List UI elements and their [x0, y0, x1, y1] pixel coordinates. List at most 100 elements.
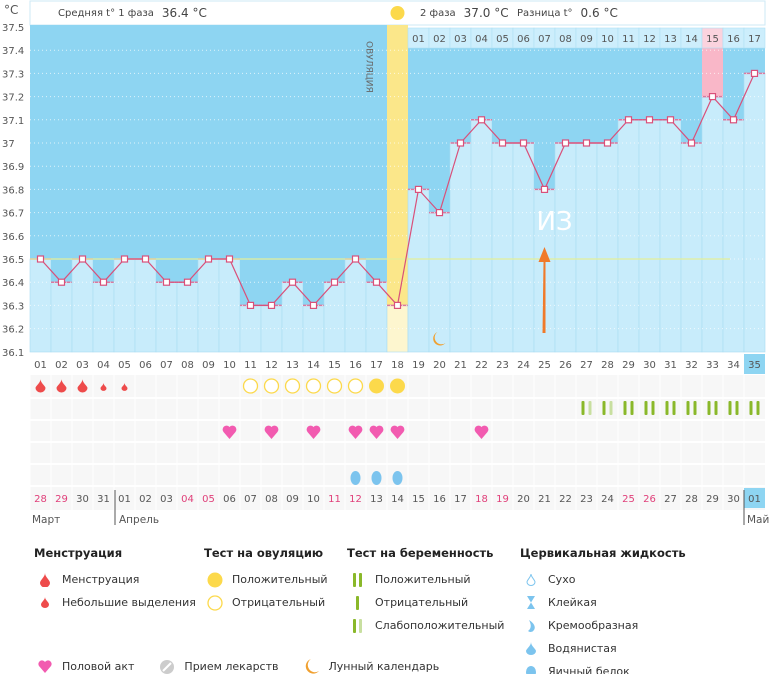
y-tick-label: 36.7	[2, 209, 24, 220]
positive-pregnancy-test-icon	[623, 401, 627, 415]
y-tick-label: 36.3	[2, 301, 24, 312]
y-tick-label: 37	[2, 139, 15, 150]
column-upper	[177, 25, 198, 283]
positive-pregnancy-test-icon	[693, 401, 697, 415]
cycle-day-label: 32	[685, 360, 698, 371]
column-upper	[303, 25, 324, 306]
blood-drop-icon	[34, 572, 56, 587]
column-upper	[408, 48, 429, 190]
temperature-point	[582, 139, 591, 147]
legend-item: Прием лекарств	[184, 660, 279, 673]
calendar-date-label: 29	[706, 494, 719, 505]
legend-item: Небольшие выделения	[62, 596, 196, 609]
column-upper	[72, 25, 93, 259]
cycle-day-label: 22	[475, 360, 488, 371]
calendar-date-label: 25	[622, 494, 635, 505]
blood-drop-icon	[77, 379, 88, 393]
column-upper	[114, 25, 135, 259]
calendar-date-label: 28	[685, 494, 698, 505]
positive-pregnancy-test-icon	[686, 401, 690, 415]
temperature-point	[57, 278, 66, 286]
positive-pregnancy-test-icon	[749, 401, 753, 415]
blood-drop-icon	[35, 379, 46, 393]
column-upper	[30, 25, 51, 259]
calendar-date-label: 10	[307, 494, 320, 505]
heart-icon	[34, 660, 56, 673]
calendar-date-label: 14	[391, 494, 404, 505]
column-upper	[492, 48, 513, 143]
column-upper	[723, 48, 744, 120]
temperature-bar	[50, 281, 73, 353]
calendar-date-label: 11	[328, 494, 341, 505]
cycle-day-label: 03	[76, 360, 89, 371]
calendar-date-label: 24	[601, 494, 614, 505]
cycle-day-label: 14	[307, 360, 320, 371]
positive-pregnancy-test-icon	[651, 401, 655, 415]
legend-item: Лунный календарь	[328, 660, 440, 673]
moon-icon	[301, 659, 323, 674]
calendar-date-label: 23	[580, 494, 593, 505]
column-upper	[660, 48, 681, 120]
calendar-date-label: 29	[55, 494, 68, 505]
temperature-bar	[512, 142, 535, 353]
temperature-bar	[113, 258, 136, 353]
ovulation-label: ОВУЛЯЦИЯ	[364, 41, 374, 93]
phase2-day-label: 06	[517, 34, 530, 45]
temperature-point	[645, 116, 654, 124]
temperature-point	[729, 116, 738, 124]
diff-value: 0.6 °C	[580, 6, 618, 20]
phase2-day-label: 07	[538, 34, 551, 45]
phase1-label: Средняя t° 1 фаза	[58, 7, 154, 19]
phase2-day-label: 05	[496, 34, 509, 45]
legend-pregnancy-test: Тест на беременность Положительный Отриц…	[347, 546, 504, 637]
phase2-day-label: 12	[643, 34, 656, 45]
temperature-point	[477, 116, 486, 124]
temperature-point	[267, 301, 276, 309]
temperature-bar	[554, 142, 577, 353]
legend-ovulation-test: Тест на овуляцию Положительный Отрицател…	[204, 546, 328, 614]
cycle-day-label: 04	[97, 360, 110, 371]
cycle-day-label: 18	[391, 360, 404, 371]
legend-cervical-fluid: Цервикальная жидкость Сухо Клейкая Кремо…	[520, 546, 686, 674]
temperature-bar	[701, 96, 724, 353]
calendar-date-label: 22	[559, 494, 572, 505]
positive-pregnancy-test-icon	[707, 401, 711, 415]
calendar-date-label: 15	[412, 494, 425, 505]
y-tick-label: 37.4	[2, 46, 24, 57]
column-upper	[681, 48, 702, 143]
cycle-day-label: 27	[580, 360, 593, 371]
temperature-point	[225, 255, 234, 263]
column-upper	[156, 25, 177, 283]
column-upper	[744, 48, 765, 74]
temperature-point	[456, 139, 465, 147]
annotation-arrow	[538, 247, 551, 333]
phase2-day-label: 04	[475, 34, 488, 45]
y-tick-label: 36.1	[2, 348, 24, 359]
column-upper	[618, 48, 639, 120]
weak-positive-test-icon	[602, 401, 606, 415]
phase2-day-label: 09	[580, 34, 593, 45]
temperature-point	[750, 69, 759, 78]
negative-ovulation-test-icon	[305, 378, 322, 394]
temperature-point	[540, 185, 549, 193]
calendar-date-label: 28	[34, 494, 47, 505]
phase2-day-cell	[743, 27, 766, 49]
temperature-bar	[365, 281, 388, 353]
temperature-point	[78, 255, 87, 263]
legend-item: Клейкая	[548, 596, 597, 609]
negative-ovulation-test-icon	[326, 378, 343, 394]
cycle-day-label: 02	[55, 360, 68, 371]
phase2-day-label: 16	[727, 34, 740, 45]
temperature-point	[603, 139, 612, 147]
cycle-day-label: 31	[664, 360, 677, 371]
positive-circle-icon	[204, 572, 226, 588]
column-upper	[702, 48, 723, 97]
dry-drop-icon	[520, 573, 542, 586]
cycle-day-label: 34	[727, 360, 740, 371]
temperature-point	[351, 255, 360, 263]
phase2-day-label: 11	[622, 34, 635, 45]
creamy-icon	[520, 619, 542, 632]
column-upper	[345, 25, 366, 259]
cycle-day-label: 24	[517, 360, 530, 371]
column-upper	[51, 25, 72, 283]
